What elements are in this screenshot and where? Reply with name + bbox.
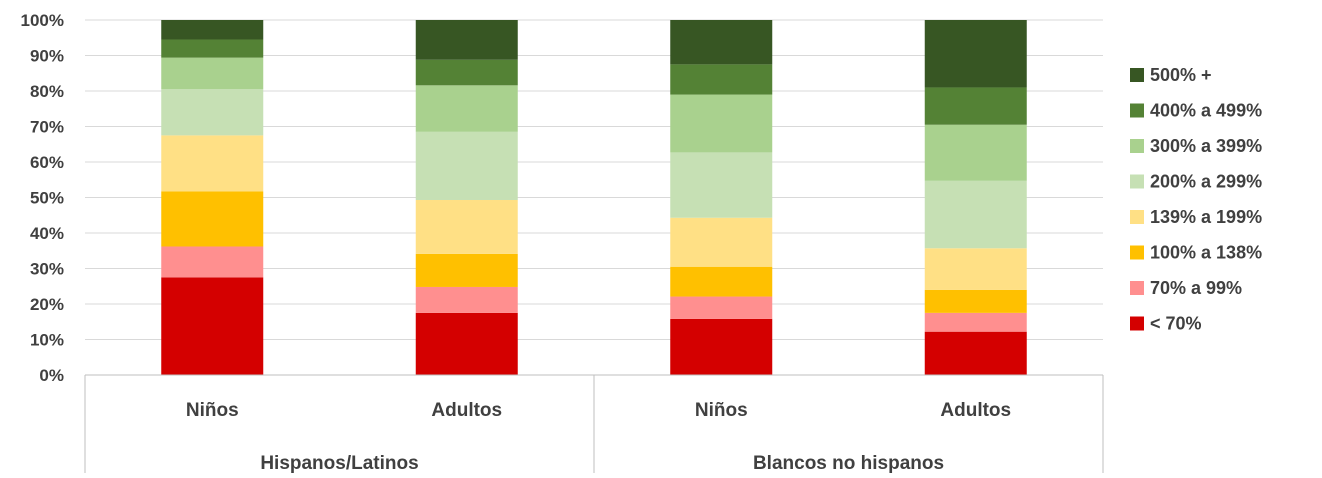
bar-segment	[924, 312, 1027, 332]
legend-swatch	[1130, 68, 1144, 82]
legend-swatch	[1130, 210, 1144, 224]
y-tick-label: 30%	[30, 260, 64, 279]
bar-segment	[161, 57, 264, 90]
bar-segment	[924, 87, 1027, 125]
y-tick-label: 60%	[30, 153, 64, 172]
y-tick-label: 90%	[30, 47, 64, 66]
bar-segment	[415, 131, 518, 200]
bar-segment	[924, 180, 1027, 249]
category-label: Adultos	[431, 400, 502, 421]
legend-label: 500% +	[1150, 65, 1212, 85]
bar-segment	[161, 89, 264, 136]
bar-segment	[924, 124, 1027, 181]
bar-segment	[924, 289, 1027, 313]
bar-segment	[415, 312, 518, 375]
y-tick-label: 10%	[30, 331, 64, 350]
legend-label: 139% a 199%	[1150, 207, 1262, 227]
bar-segment	[415, 20, 518, 60]
bar-segment	[415, 286, 518, 313]
legend-label: < 70%	[1150, 314, 1202, 334]
bar-segment	[670, 152, 773, 218]
legend: 500% + 400% a 499% 300% a 399% 200% a 299% 1…	[1130, 65, 1262, 334]
bar-segment	[161, 39, 264, 58]
bar-segment	[415, 199, 518, 254]
bar-segment	[161, 191, 264, 247]
legend-label: 300% a 399%	[1150, 136, 1262, 156]
legend-label: 400% a 499%	[1150, 101, 1262, 121]
bar-segment	[415, 253, 518, 287]
bar-segment	[161, 135, 264, 192]
bar-segment	[161, 20, 264, 40]
bar-segment	[924, 331, 1027, 375]
category-label: Niños	[186, 400, 239, 421]
legend-label: 200% a 299%	[1150, 172, 1262, 192]
bar-segment	[924, 20, 1027, 88]
bar-segment	[670, 94, 773, 153]
group-label: Blancos no hispanos	[753, 453, 944, 473]
y-tick-label: 80%	[30, 82, 64, 101]
bar-segment	[670, 20, 773, 65]
y-tick-label: 70%	[30, 118, 64, 137]
bar-segment	[924, 248, 1027, 290]
bar-segment	[670, 217, 773, 267]
legend-swatch	[1130, 316, 1144, 331]
bar-segment	[161, 277, 264, 375]
category-label: Niños	[695, 400, 748, 421]
bar-segment	[161, 246, 264, 278]
bar-segment	[415, 59, 518, 86]
legend-swatch	[1130, 245, 1144, 260]
y-tick-label: 20%	[30, 295, 64, 314]
legend-label: 100% a 138%	[1150, 243, 1262, 263]
bar-segment	[415, 85, 518, 132]
y-tick-label: 50%	[30, 189, 64, 208]
axes: 0% 10% 20% 30% 40% 50% 60% 70% 80% 90% 100% Niños Ad…	[21, 11, 1104, 474]
bar-segment	[670, 266, 773, 297]
y-tick-label: 40%	[30, 224, 64, 243]
legend-swatch	[1130, 281, 1144, 295]
group-label: Hispanos/Latinos	[260, 453, 418, 473]
bar-segment	[670, 64, 773, 95]
legend-swatch	[1130, 139, 1144, 153]
legend-swatch	[1130, 174, 1144, 189]
bars	[161, 20, 1027, 375]
legend-label: 70% a 99%	[1150, 278, 1242, 298]
bar-segment	[670, 296, 773, 319]
y-tick-label: 100%	[21, 11, 64, 30]
legend-swatch	[1130, 103, 1144, 118]
y-tick-label: 0%	[39, 366, 64, 385]
category-label: Adultos	[940, 400, 1011, 421]
bar-segment	[670, 318, 773, 375]
